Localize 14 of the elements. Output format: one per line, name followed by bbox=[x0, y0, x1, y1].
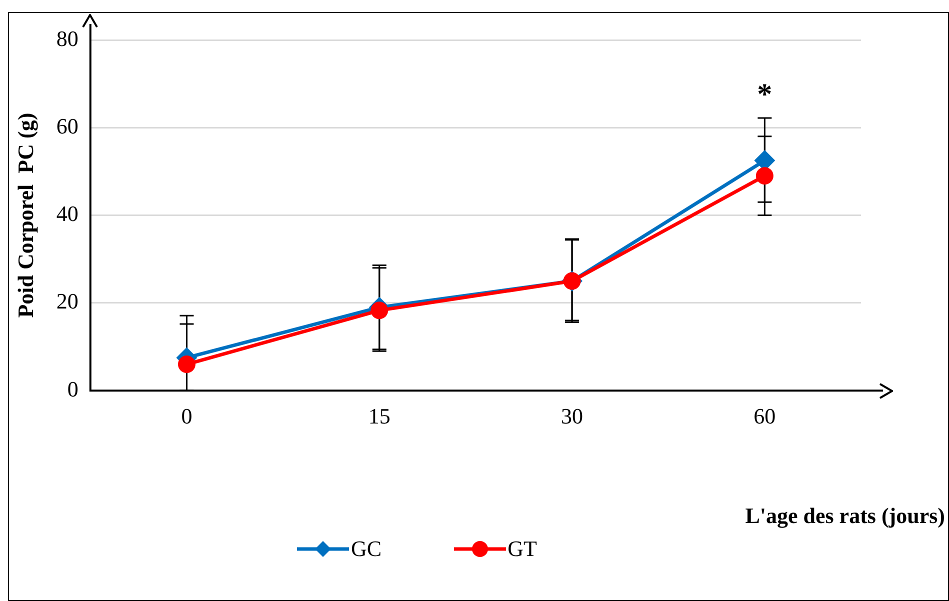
y-tick-label: 40 bbox=[56, 201, 78, 226]
x-tick-label: 30 bbox=[561, 404, 584, 429]
x-tick-label: 0 bbox=[181, 404, 192, 429]
y-tick-label: 20 bbox=[56, 288, 78, 314]
annotation: * bbox=[757, 78, 772, 111]
legend-label: GT bbox=[508, 536, 537, 562]
x-tick-label: 60 bbox=[754, 404, 776, 429]
y-tick-label: 60 bbox=[56, 113, 78, 138]
y-tick-label: 80 bbox=[56, 26, 78, 51]
x-axis-title: L'age des rats (jours) bbox=[745, 503, 945, 529]
y-axis-title: Poid Corporel PC (g) bbox=[12, 112, 38, 318]
x-tick-label: 15 bbox=[368, 404, 390, 429]
legend-label: GC bbox=[351, 536, 382, 562]
y-tick-label: 0 bbox=[67, 376, 78, 402]
